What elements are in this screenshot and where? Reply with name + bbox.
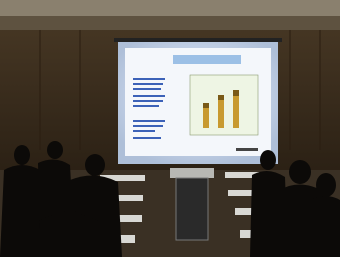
slide-logo	[236, 148, 258, 151]
projector	[170, 168, 214, 178]
page	[0, 0, 340, 257]
ceiling-edge	[0, 16, 340, 30]
screen-housing	[114, 38, 282, 42]
photo	[0, 0, 340, 257]
ceiling	[0, 0, 340, 16]
slide-title-box	[173, 55, 241, 64]
projector-cart	[176, 178, 208, 240]
